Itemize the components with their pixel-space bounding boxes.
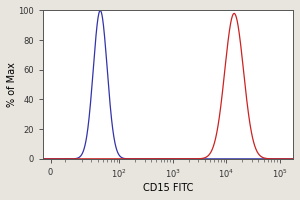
X-axis label: CD15 FITC: CD15 FITC [143, 183, 193, 193]
Y-axis label: % of Max: % of Max [7, 62, 17, 107]
